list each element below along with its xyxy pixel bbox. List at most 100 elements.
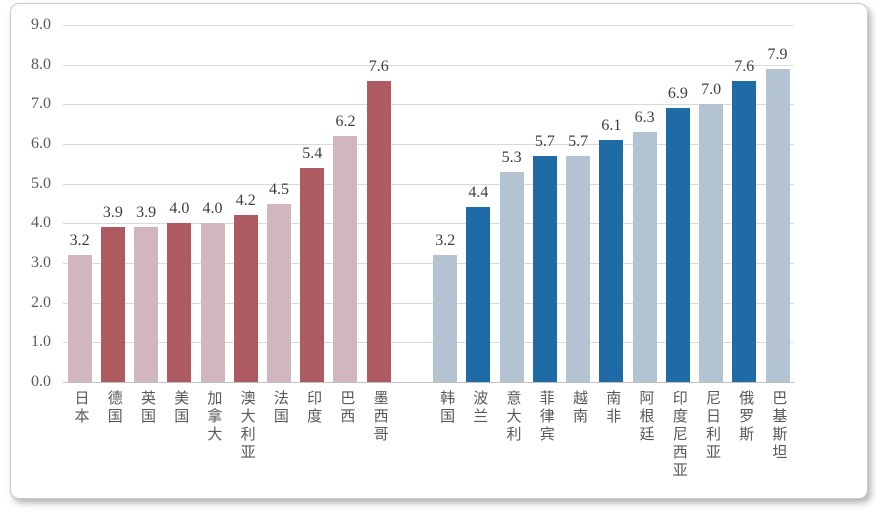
bar <box>267 203 292 382</box>
bar-slot: 7.6 <box>362 25 395 382</box>
bar-value-label: 5.7 <box>534 132 555 150</box>
bar-slot: 6.2 <box>329 25 362 382</box>
x-label-slot: 加拿大 <box>196 390 229 480</box>
x-axis-label: 印度 <box>305 390 322 426</box>
bar-value-label: 4.0 <box>169 200 190 218</box>
bars-row: 3.2 3.9 3.9 4.0 4.0 4.2 4.5 5.4 6.2 7.6 3.2 4.4 5.3 5… <box>63 25 794 382</box>
bar <box>466 207 491 382</box>
x-axis-label: 俄罗斯 <box>737 390 754 444</box>
y-tick-label: 7.0 <box>31 95 51 113</box>
bar <box>366 80 391 382</box>
bar-value-label: 7.9 <box>767 45 788 63</box>
bar-slot: 5.3 <box>495 25 528 382</box>
x-axis-label: 日本 <box>72 390 89 426</box>
bar-slot: 4.4 <box>462 25 495 382</box>
bar <box>599 140 624 382</box>
bar-slot: 7.9 <box>761 25 794 382</box>
x-label-slot: 印度 <box>296 390 329 480</box>
x-label-slot: 印度尼西亚 <box>661 390 694 480</box>
y-tick-label: 8.0 <box>31 55 51 73</box>
bar-value-label: 4.2 <box>235 192 256 210</box>
bar-slot: 6.1 <box>595 25 628 382</box>
x-label-slot: 韩国 <box>429 390 462 480</box>
bar-value-label: 3.2 <box>69 232 90 250</box>
y-tick-label: 0.0 <box>31 373 51 390</box>
x-axis-label: 菲律宾 <box>537 390 554 444</box>
bar <box>200 223 225 382</box>
x-axis-label: 澳大利亚 <box>238 390 255 462</box>
x-label-slot: 巴基斯坦 <box>761 390 794 480</box>
x-label-slot: 美国 <box>163 390 196 480</box>
gridline <box>63 342 794 344</box>
x-axis-label: 阿根廷 <box>637 390 654 444</box>
y-tick-label: 6.0 <box>31 135 51 152</box>
x-axis-label: 尼日利亚 <box>703 390 720 462</box>
y-tick-label: 9.0 <box>31 16 51 33</box>
bar-value-label: 3.9 <box>136 204 157 222</box>
bar-value-label: 7.6 <box>734 57 755 75</box>
bar <box>167 223 192 382</box>
x-axis-label: 意大利 <box>504 390 521 444</box>
gridline <box>63 144 794 145</box>
x-label-slot: 菲律宾 <box>528 390 561 480</box>
x-axis-label: 巴基斯坦 <box>770 390 787 462</box>
bar-slot: 3.2 <box>429 25 462 382</box>
gridline <box>63 302 794 304</box>
group-gap-slot <box>395 390 428 480</box>
bar-value-label: 7.0 <box>701 81 722 99</box>
bar-slot: 7.6 <box>728 25 761 382</box>
bar-slot: 7.0 <box>694 25 727 382</box>
y-axis: 9.0 8.0 7.0 6.0 5.0 4.0 3.0 2.0 1.0 0.0 <box>11 16 51 390</box>
bar-slot: 3.9 <box>129 25 162 382</box>
bar-value-label: 4.5 <box>269 180 290 198</box>
bar-slot: 6.9 <box>661 25 694 382</box>
gridline <box>63 183 794 185</box>
x-axis-label: 墨西哥 <box>371 390 388 444</box>
bar-slot: 4.2 <box>229 25 262 382</box>
bar-value-label: 6.9 <box>667 85 688 103</box>
bar-value-label: 6.2 <box>335 113 356 131</box>
bar-slot: 5.7 <box>528 25 561 382</box>
x-label-slot: 阿根廷 <box>628 390 661 480</box>
x-axis-label: 韩国 <box>438 390 455 426</box>
bar <box>233 215 258 382</box>
bar-slot: 4.5 <box>262 25 295 382</box>
x-axis-label: 法国 <box>271 390 288 426</box>
x-label-slot: 英国 <box>129 390 162 480</box>
bar-value-label: 5.4 <box>302 144 323 162</box>
bar <box>134 227 159 382</box>
x-axis-label: 波兰 <box>471 390 488 426</box>
bar <box>632 132 657 382</box>
gridline <box>63 263 794 264</box>
x-label-slot: 越南 <box>562 390 595 480</box>
bar-slot: 6.3 <box>628 25 661 382</box>
bar-value-label: 7.6 <box>368 57 389 75</box>
bar <box>67 255 92 382</box>
x-label-slot: 波兰 <box>462 390 495 480</box>
x-label-slot: 德国 <box>96 390 129 480</box>
bar-slot: 4.0 <box>196 25 229 382</box>
bar-slot: 5.4 <box>296 25 329 382</box>
y-tick-label: 3.0 <box>31 254 51 271</box>
x-label-slot: 巴西 <box>329 390 362 480</box>
x-label-slot: 俄罗斯 <box>728 390 761 480</box>
bar-value-label: 3.2 <box>435 232 456 250</box>
x-axis-label: 巴西 <box>338 390 355 426</box>
x-axis-label: 德国 <box>105 390 122 426</box>
y-tick-label: 2.0 <box>31 293 51 311</box>
bar <box>699 104 724 382</box>
group-gap-slot <box>395 25 428 382</box>
gridline <box>63 64 794 66</box>
x-label-slot: 日本 <box>63 390 96 480</box>
x-axis-label: 越南 <box>571 390 587 426</box>
x-label-slot: 法国 <box>262 390 295 480</box>
bar-value-label: 3.9 <box>102 204 123 222</box>
bar-slot: 5.7 <box>562 25 595 382</box>
x-label-slot: 澳大利亚 <box>229 390 262 480</box>
bar <box>566 155 591 382</box>
bar-value-label: 6.1 <box>601 117 622 135</box>
bar-value-label: 4.4 <box>468 184 489 202</box>
x-axis-label: 英国 <box>138 390 155 426</box>
chart-card: 9.0 8.0 7.0 6.0 5.0 4.0 3.0 2.0 1.0 0.0 3.2 3.9 3.9… <box>10 3 868 499</box>
bar <box>765 68 790 382</box>
